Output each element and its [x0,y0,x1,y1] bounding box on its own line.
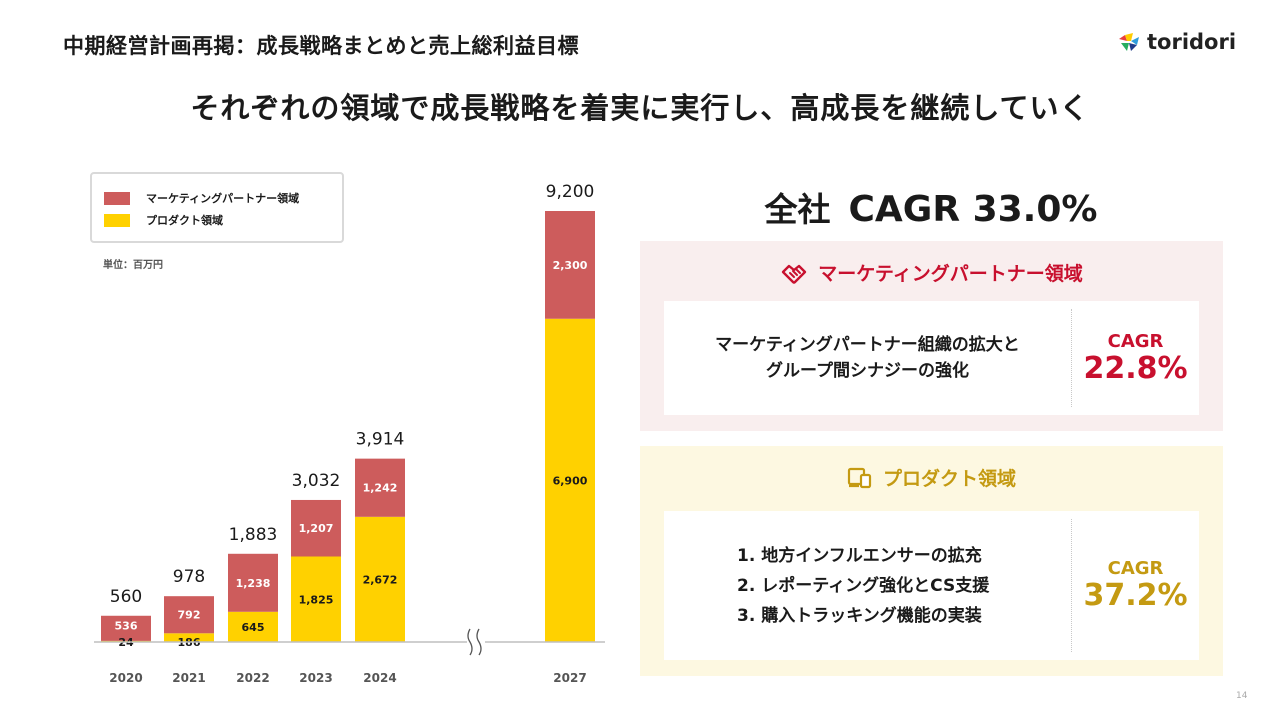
data-label-marketing-2027: 2,300 [553,259,588,272]
legend-swatch-product [104,213,130,227]
product-panel: プロダクト領域 1. 地方インフルエンサーの拡充 2. レポーティング強化とCS… [640,446,1223,676]
x-tick-2027: 2027 [553,671,586,685]
divider [1071,519,1072,652]
data-label-product-2024: 2,672 [363,573,398,586]
bar-product-2023 [291,556,341,642]
product-strategy-item-1: 1. 地方インフルエンサーの拡充 [737,545,982,566]
divider [1071,309,1072,407]
data-label-marketing-2024: 1,242 [363,482,398,495]
company-logo: toridori [1117,30,1236,54]
marketing-strategy-line-1: マーケティングパートナー組織の拡大と [715,335,1020,355]
product-panel-title: プロダクト領域 [640,464,1223,491]
toridori-bird-icon [1119,33,1139,51]
page-number: 14 [1236,691,1248,701]
handshake-icon [782,264,807,284]
bar-marketing-2022 [228,553,278,612]
total-cagr: 全社 CAGR 33.0% [640,183,1222,231]
x-tick-2020: 2020 [109,671,142,685]
marketing-panel-title: マーケティングパートナー領域 [640,259,1223,286]
bar-product-2027 [545,318,595,642]
x-tick-2021: 2021 [172,671,205,685]
total-label-2020: 560 [110,587,142,607]
axis-break-mark [476,628,482,656]
data-label-product-2027: 6,900 [553,474,588,487]
product-strategy-item-2: 2. レポーティング強化とCS支援 [737,575,990,596]
bar-product-2021 [164,633,214,642]
marketing-strategy-box: マーケティングパートナー組織の拡大と グループ間シナジーの強化 CAGR 22.… [664,301,1199,415]
product-title-text: プロダクト領域 [882,468,1016,490]
product-cagr-value: 37.2% [1083,578,1188,613]
x-tick-2022: 2022 [236,671,269,685]
data-label-marketing-2020: 536 [115,619,138,632]
marketing-strategy-text: マーケティングパートナー組織の拡大と グループ間シナジーの強化 [664,301,1071,415]
marketing-panel: マーケティングパートナー領域 マーケティングパートナー組織の拡大と グループ間シ… [640,241,1223,431]
logo-text: toridori [1147,30,1237,54]
headline: それぞれの領域で成長戦略を着実に実行し、高成長を継続していく [190,91,1090,125]
product-cagr-label: CAGR [1107,558,1164,579]
total-label-2022: 1,883 [229,525,278,545]
bar-marketing-2023 [291,499,341,557]
data-label-product-2023: 1,825 [299,593,334,606]
total-cagr-label: 全社 [764,190,831,229]
marketing-cagr-value: 22.8% [1083,350,1188,386]
legend-label-product: プロダクト領域 [146,214,223,227]
product-strategy-list: 1. 地方インフルエンサーの拡充 2. レポーティング強化とCS支援 3. 購入… [664,511,1071,660]
x-tick-2024: 2024 [363,671,396,685]
devices-icon [847,467,872,488]
total-label-2024: 3,914 [356,430,405,450]
legend-item-marketing: マーケティングパートナー領域 [104,188,342,208]
chart-unit-label: 単位：百万円 [103,260,163,271]
data-label-marketing-2023: 1,207 [299,522,334,535]
page-title: 中期経営計画再掲：成長戦略まとめと売上総利益目標 [63,34,579,58]
bar-marketing-2024 [355,458,405,517]
data-label-marketing-2021: 792 [178,609,201,622]
product-strategy-box: 1. 地方インフルエンサーの拡充 2. レポーティング強化とCS支援 3. 購入… [664,511,1199,660]
marketing-strategy-line-2: グループ間シナジーの強化 [766,361,969,381]
total-cagr-value: CAGR 33.0% [848,189,1098,230]
total-label-2023: 3,032 [292,471,341,491]
bar-marketing-2021 [164,596,214,634]
marketing-cagr: CAGR 22.8% [1072,301,1199,415]
total-label-2021: 978 [173,567,205,587]
data-label-marketing-2022: 1,238 [236,577,271,590]
marketing-cagr-label: CAGR [1107,330,1164,352]
data-label-product-2022: 645 [242,621,265,634]
chart-legend: マーケティングパートナー領域 プロダクト領域 [90,172,344,243]
product-cagr: CAGR 37.2% [1072,511,1199,660]
product-strategy-item-3: 3. 購入トラッキング機能の実装 [737,605,982,626]
bar-marketing-2027 [545,211,595,319]
bar-marketing-2020 [101,615,151,641]
total-label-2027: 9,200 [546,182,595,202]
legend-item-product: プロダクト領域 [104,210,342,230]
axis-break-mark [467,628,473,656]
marketing-title-text: マーケティングパートナー領域 [818,263,1083,285]
legend-label-marketing: マーケティングパートナー領域 [146,192,300,205]
stacked-bar-chart: 24536560202018679297820216451,2381,88320… [94,182,605,685]
legend-swatch-marketing [104,191,130,205]
x-tick-2023: 2023 [299,671,332,685]
bar-product-2022 [228,611,278,642]
bar-product-2024 [355,516,405,642]
